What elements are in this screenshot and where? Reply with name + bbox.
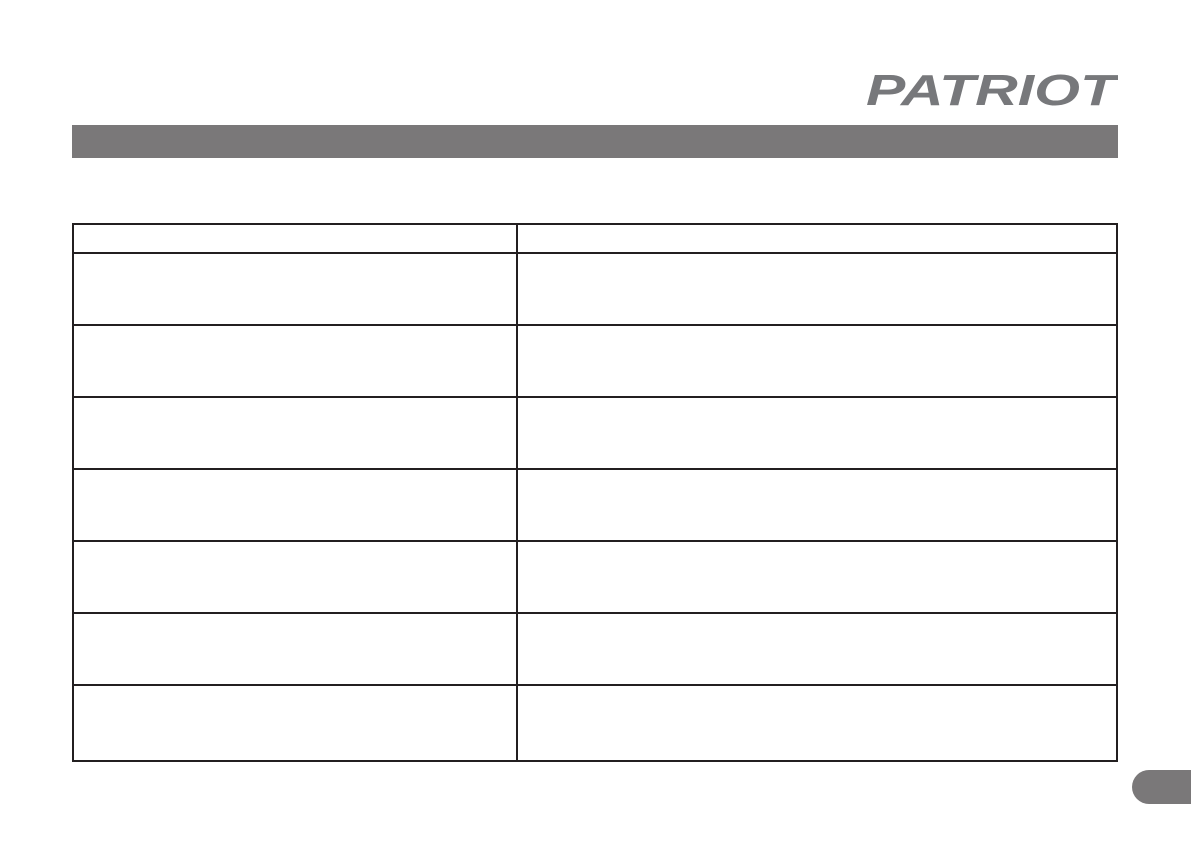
table-row: [72, 684, 1118, 762]
table-row: [72, 540, 1118, 614]
table-cell: [72, 468, 518, 542]
table-header-row: [72, 223, 1118, 254]
table-cell: [72, 684, 518, 762]
table-cell: [72, 612, 518, 686]
data-table: [72, 223, 1118, 762]
table-cell: [72, 324, 518, 398]
table-row: [72, 612, 1118, 686]
table-cell: [516, 324, 1118, 398]
table-header-cell: [72, 223, 518, 254]
table-cell: [72, 252, 518, 326]
table-cell: [72, 396, 518, 470]
page-number-tab: [1132, 770, 1191, 804]
table-cell: [516, 540, 1118, 614]
table-cell: [516, 468, 1118, 542]
table-cell: [516, 612, 1118, 686]
svg-text:PATRIOT: PATRIOT: [866, 70, 1118, 110]
table-cell: [72, 540, 518, 614]
table-row: [72, 468, 1118, 542]
table-cell: [516, 396, 1118, 470]
table-cell: [516, 252, 1118, 326]
table-row: [72, 324, 1118, 398]
table-row: [72, 252, 1118, 326]
table-row: [72, 396, 1118, 470]
patriot-logo: PATRIOT: [866, 70, 1118, 110]
table-header-cell: [516, 223, 1118, 254]
table-cell: [516, 684, 1118, 762]
section-header-bar: [72, 125, 1118, 158]
